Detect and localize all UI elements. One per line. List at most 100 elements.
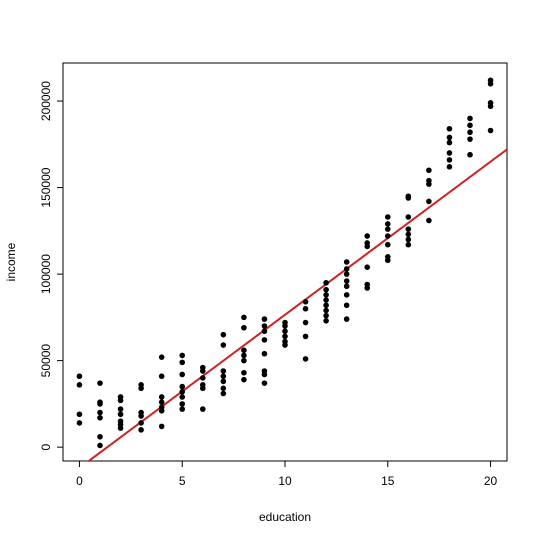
y-tick-label-1: 50000 — [39, 344, 53, 378]
data-point-104 — [384, 241, 391, 248]
data-point-92 — [343, 302, 350, 309]
y-tick-label-3: 150000 — [39, 167, 53, 207]
data-point-83 — [323, 307, 329, 314]
data-point-52 — [241, 314, 247, 321]
data-point-112 — [405, 236, 412, 243]
data-point-133 — [487, 103, 494, 110]
data-point-41 — [199, 375, 206, 381]
data-point-27 — [158, 399, 165, 405]
data-point-126 — [467, 122, 473, 129]
data-point-13 — [117, 406, 124, 412]
data-point-40 — [199, 368, 206, 374]
regression-line — [87, 148, 507, 461]
data-point-35 — [179, 388, 186, 395]
data-point-48 — [220, 373, 227, 380]
data-point-121 — [446, 139, 453, 146]
data-point-38 — [179, 406, 186, 412]
data-point-46 — [220, 342, 227, 348]
data-point-88 — [343, 271, 350, 277]
data-point-113 — [405, 241, 412, 248]
data-point-117 — [426, 198, 432, 205]
data-point-47 — [220, 368, 227, 374]
data-point-84 — [323, 312, 329, 319]
data-point-111 — [405, 231, 412, 238]
data-point-102 — [384, 226, 391, 232]
data-point-76 — [302, 333, 309, 340]
data-point-1 — [76, 382, 83, 388]
data-point-106 — [384, 257, 391, 264]
data-point-101 — [384, 221, 391, 227]
data-point-59 — [261, 316, 268, 322]
data-point-62 — [261, 337, 268, 343]
data-point-32 — [179, 359, 186, 366]
data-point-103 — [384, 233, 391, 239]
data-point-7 — [97, 409, 103, 416]
data-point-55 — [241, 352, 247, 359]
data-point-127 — [467, 129, 473, 136]
data-point-69 — [282, 328, 288, 335]
y-tick-label-0: 0 — [39, 444, 53, 451]
data-point-78 — [323, 279, 329, 286]
data-point-49 — [220, 378, 227, 385]
data-point-86 — [343, 259, 350, 265]
data-point-58 — [241, 376, 247, 383]
data-point-54 — [241, 347, 247, 354]
data-point-75 — [302, 319, 309, 326]
data-point-97 — [364, 264, 371, 270]
points-layer — [76, 77, 494, 449]
data-point-21 — [138, 413, 144, 419]
x-tick-label-2: 10 — [278, 474, 292, 488]
data-point-119 — [446, 125, 453, 132]
data-point-122 — [446, 150, 453, 156]
data-point-108 — [405, 195, 412, 201]
data-point-25 — [158, 373, 165, 380]
data-point-53 — [241, 324, 247, 331]
data-point-125 — [467, 115, 473, 122]
data-point-72 — [282, 342, 288, 348]
data-point-74 — [302, 305, 309, 312]
data-point-128 — [467, 136, 473, 142]
data-point-65 — [261, 371, 268, 378]
data-point-3 — [76, 420, 83, 426]
data-point-34 — [179, 383, 186, 390]
data-point-45 — [220, 331, 227, 338]
data-point-129 — [467, 151, 473, 158]
data-point-51 — [220, 390, 227, 397]
data-point-0 — [76, 373, 83, 380]
data-point-90 — [343, 283, 350, 290]
x-tick-label-0: 0 — [76, 474, 83, 488]
data-point-85 — [323, 318, 329, 324]
data-point-37 — [179, 401, 186, 407]
data-point-91 — [343, 292, 350, 298]
data-point-26 — [158, 394, 165, 400]
data-point-131 — [487, 80, 494, 87]
data-point-73 — [302, 299, 309, 305]
data-point-6 — [97, 401, 103, 407]
data-point-61 — [261, 328, 268, 335]
data-point-24 — [158, 354, 165, 360]
data-point-23 — [138, 427, 144, 433]
y-axis: 0 50000 100000 150000 200000 — [39, 81, 63, 451]
plot-frame — [62, 62, 508, 462]
data-point-68 — [282, 323, 288, 329]
data-point-66 — [261, 380, 268, 386]
data-point-82 — [323, 302, 329, 309]
data-point-96 — [364, 243, 371, 250]
x-axis: 0 5 10 15 20 — [76, 461, 498, 488]
data-point-100 — [384, 214, 391, 220]
data-point-36 — [179, 394, 186, 400]
data-point-80 — [323, 292, 329, 298]
data-point-12 — [117, 397, 124, 404]
data-point-118 — [426, 217, 432, 224]
data-point-87 — [343, 266, 350, 272]
x-tick-label-3: 15 — [381, 474, 395, 488]
data-point-56 — [241, 357, 247, 364]
data-point-29 — [158, 408, 165, 414]
data-point-94 — [364, 233, 371, 239]
data-point-70 — [282, 333, 288, 340]
data-point-50 — [220, 385, 227, 392]
data-point-33 — [179, 371, 186, 378]
data-point-22 — [138, 420, 144, 426]
data-point-114 — [426, 167, 432, 174]
data-point-110 — [405, 226, 412, 232]
